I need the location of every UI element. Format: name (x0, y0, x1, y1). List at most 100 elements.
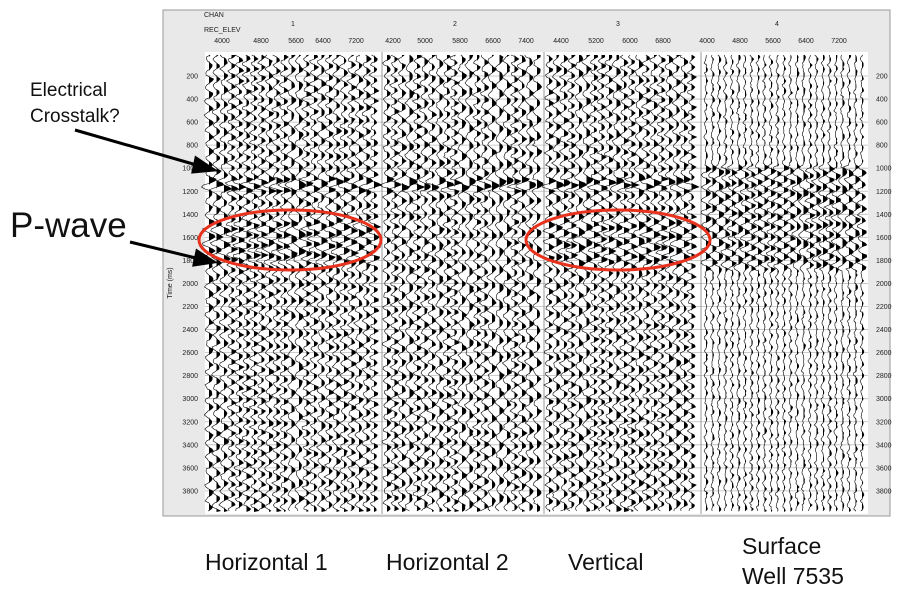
trace (707, 54, 719, 512)
annotation: P-wave (10, 206, 127, 245)
time-tick-label: 200 (876, 74, 888, 81)
channel-label: 3 (616, 21, 620, 28)
time-tick-label: 2200 (182, 304, 198, 311)
trace (594, 54, 609, 512)
time-tick-label: 1400 (876, 212, 892, 219)
trace (849, 54, 862, 512)
trace (306, 54, 322, 512)
trace (358, 54, 374, 511)
trace (739, 54, 751, 512)
trace-fill (261, 55, 269, 512)
trace (268, 54, 285, 512)
elev-tick-label: 5600 (765, 38, 781, 45)
trace-fill (777, 55, 783, 512)
trace (830, 54, 842, 512)
trace (572, 54, 588, 512)
trace-fill (803, 55, 809, 512)
time-tick-label: 2600 (876, 350, 892, 357)
highlight-ellipse (197, 208, 383, 272)
trace-fill (646, 55, 655, 512)
trace-fill (639, 55, 646, 512)
trace (726, 54, 738, 512)
trace-fill (454, 55, 462, 512)
trace-fill (507, 55, 514, 512)
trace (645, 54, 662, 512)
elev-tick-label: 4200 (385, 38, 401, 45)
trace (719, 54, 732, 512)
trace (446, 54, 463, 512)
trace (461, 54, 476, 512)
trace (784, 54, 797, 512)
trace (246, 54, 262, 512)
arrow (74, 128, 201, 168)
trace-fill (321, 55, 328, 512)
time-tick-label: 2800 (182, 373, 198, 380)
time-tick-label: 3200 (876, 419, 892, 426)
trace (477, 54, 492, 512)
trace (623, 54, 641, 512)
trace (455, 54, 471, 512)
elev-tick-label: 6600 (485, 38, 501, 45)
trace-fill (306, 55, 314, 512)
trace (491, 54, 507, 512)
time-tick-label: 2400 (182, 327, 198, 334)
trace (523, 54, 537, 512)
elev-tick-label: 5800 (452, 38, 468, 45)
trace-fill (484, 55, 492, 512)
trace (557, 54, 572, 512)
time-tick-label: 2600 (182, 350, 198, 357)
arrow-head (191, 155, 219, 174)
trace (837, 54, 848, 512)
trace-fill (842, 55, 848, 512)
trace (771, 54, 784, 512)
trace-fill (417, 55, 425, 512)
time-tick-label: 400 (876, 97, 888, 104)
time-tick-label: 1000 (876, 166, 892, 173)
trace (579, 54, 595, 512)
trace-fill (366, 55, 373, 512)
trace (797, 54, 809, 512)
trace (653, 54, 671, 512)
trace-fill (269, 55, 277, 512)
trace-fill (394, 55, 401, 512)
trace-fill (669, 55, 676, 512)
trace-fill (616, 55, 625, 512)
trace (531, 54, 544, 512)
header-label: CHAN (204, 12, 224, 19)
arrow-head (192, 248, 219, 267)
time-tick-label: 2000 (182, 281, 198, 288)
elev-tick-label: 6400 (315, 38, 331, 45)
trace (292, 54, 307, 512)
trace (322, 54, 338, 512)
trace (817, 54, 829, 512)
trace-fill (810, 55, 816, 512)
trace-fill (469, 55, 476, 512)
time-tick-label: 1200 (182, 189, 198, 196)
arrow (129, 240, 201, 261)
trace-fill (239, 55, 246, 512)
trace (410, 54, 426, 512)
wiggle-traces (201, 54, 868, 512)
y-axis-label: Time (ms) (167, 267, 174, 298)
caption: Surface (742, 533, 821, 559)
elev-tick-label: 7400 (518, 38, 534, 45)
time-tick-label: 1200 (876, 189, 892, 196)
channel-label: 2 (453, 21, 457, 28)
trace (336, 54, 352, 512)
time-tick-label: 2200 (876, 304, 892, 311)
trace-fill (224, 55, 232, 512)
time-tick-label: 2000 (876, 281, 892, 288)
trace (329, 54, 344, 512)
elev-tick-label: 5200 (588, 38, 604, 45)
trace (342, 54, 360, 512)
trace (418, 54, 431, 512)
time-tick-label: 2400 (876, 327, 892, 334)
trace (713, 54, 725, 512)
trace (499, 54, 514, 512)
trace (675, 54, 692, 512)
trace-fill (661, 55, 670, 512)
trace (216, 54, 233, 512)
trace-fill (276, 55, 284, 512)
time-tick-label: 1000 (182, 166, 198, 173)
